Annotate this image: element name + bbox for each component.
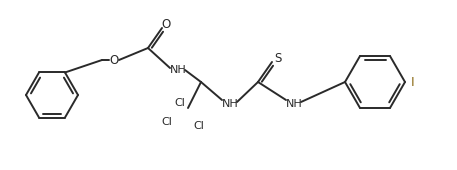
Text: Cl: Cl (161, 117, 172, 127)
Text: Cl: Cl (193, 121, 204, 131)
Text: O: O (161, 18, 170, 30)
Text: NH: NH (286, 99, 303, 109)
Text: S: S (274, 52, 282, 64)
Text: NH: NH (222, 99, 239, 109)
Text: I: I (411, 75, 415, 89)
Text: O: O (109, 54, 119, 66)
Text: NH: NH (170, 65, 186, 75)
Text: Cl: Cl (174, 98, 185, 108)
